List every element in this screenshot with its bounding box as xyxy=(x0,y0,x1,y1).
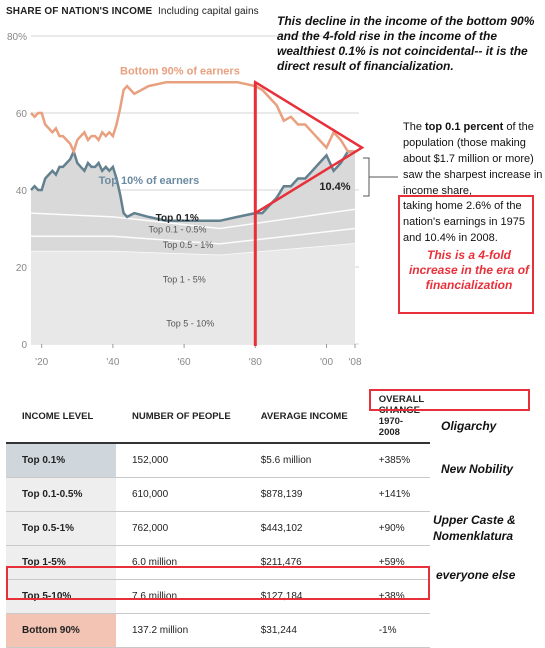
chart-subtitle: Including capital gains xyxy=(158,6,259,17)
table-row: Top 0.1-0.5% 610,000 $878,139 +141% xyxy=(6,477,430,512)
series-label: Top 10% of earners xyxy=(99,175,200,187)
cell-income-level: Top 0.5-1% xyxy=(6,511,116,546)
cell-income-level: Top 0.1% xyxy=(6,443,116,478)
header-average-income: AVERAGE INCOME xyxy=(244,394,363,444)
headline-annotation: This decline in the income of the bottom… xyxy=(277,14,535,73)
x-tick-label: '00 xyxy=(320,357,333,368)
cell-overall-change: -1% xyxy=(362,613,430,648)
cell-overall-change: +90% xyxy=(362,511,430,546)
series-label: Top 5 - 10% xyxy=(166,319,214,329)
highlight-italic-text: This is a 4-fold increase in the era of … xyxy=(408,248,530,292)
table-row: Bottom 90% 137.2 million $31,244 -1% xyxy=(6,613,430,648)
cell-income-level: Bottom 90% xyxy=(6,613,116,648)
series-label: Top 1 - 5% xyxy=(163,274,206,284)
cell-average-income: $31,244 xyxy=(244,613,363,648)
x-tick-label: '60 xyxy=(178,357,191,368)
y-tick-label: 60 xyxy=(16,109,28,120)
cell-number-of-people: 762,000 xyxy=(115,511,245,546)
side-label-upper-caste: Upper Caste & xyxy=(433,513,516,527)
top-01-note: The top 0.1 percent of the population (t… xyxy=(403,121,543,197)
y-tick-label: 0 xyxy=(21,340,27,351)
chart-title: SHARE OF NATION'S INCOME Including capit… xyxy=(6,6,259,17)
highlight-text: taking home 2.6% of the nation's earning… xyxy=(403,200,525,244)
y-tick-label: 20 xyxy=(16,263,28,274)
table-row: Top 0.1% 152,000 $5.6 million +385% xyxy=(6,443,430,478)
x-tick-label: '40 xyxy=(106,357,119,368)
top10-line xyxy=(30,148,355,223)
highlight-box xyxy=(398,195,534,314)
series-label: Top 0.5 - 1% xyxy=(163,240,214,250)
x-tick-label: '80 xyxy=(249,357,262,368)
data-label-10-4: 10.4% xyxy=(319,181,350,193)
x-tick-label: '20 xyxy=(35,357,48,368)
bottom90-line xyxy=(30,80,355,155)
income-share-chart: 0 20 40 60 80% '20 '40 '60 '80 '00 '08 Bottom 90% o… xyxy=(7,32,398,368)
side-label-oligarchy: Oligarchy xyxy=(441,419,497,433)
cell-income-level: Top 0.1-0.5% xyxy=(6,477,116,512)
series-label: Top 0.1 - 0.5% xyxy=(148,224,206,234)
cell-average-income: $5.6 million xyxy=(244,443,363,478)
highlight-triangle xyxy=(254,79,365,216)
cell-overall-change: +59% xyxy=(362,545,430,580)
series-label: Top 0.1% xyxy=(156,213,199,224)
cell-average-income: $878,139 xyxy=(244,477,363,512)
lower-bands-area xyxy=(31,243,355,344)
header-income-level: INCOME LEVEL xyxy=(6,394,116,444)
table-row: Top 1-5% 6.0 million $211,476 +59% xyxy=(6,545,430,580)
series-label: Bottom 90% of earners xyxy=(120,66,240,78)
income-table: INCOME LEVEL NUMBER OF PEOPLE AVERAGE IN… xyxy=(6,394,430,648)
cell-number-of-people: 6.0 million xyxy=(115,545,245,580)
cell-number-of-people: 610,000 xyxy=(115,477,245,512)
cell-average-income: $443,102 xyxy=(244,511,363,546)
cell-overall-change: +385% xyxy=(362,443,430,478)
band-divider xyxy=(31,227,356,245)
bottom90-row-highlight xyxy=(6,566,430,600)
y-tick-label: 80% xyxy=(7,32,27,43)
side-label-new-nobility: New Nobility xyxy=(441,462,514,476)
cell-overall-change: +141% xyxy=(362,477,430,512)
side-label-nomenklatura: Nomenklatura xyxy=(433,529,514,543)
band-divider xyxy=(30,208,356,230)
header-change-highlight xyxy=(369,389,530,411)
x-tick-label: '08 xyxy=(348,357,361,368)
side-label-everyone-else: everyone else xyxy=(436,568,516,582)
cell-income-level: Top 1-5% xyxy=(6,545,116,580)
table-row: Top 0.5-1% 762,000 $443,102 +90% xyxy=(6,511,430,546)
cell-number-of-people: 137.2 million xyxy=(115,613,245,648)
cell-number-of-people: 152,000 xyxy=(115,443,245,478)
cell-average-income: $211,476 xyxy=(244,545,363,580)
note-bracket xyxy=(363,157,370,197)
table-header-row: INCOME LEVEL NUMBER OF PEOPLE AVERAGE IN… xyxy=(6,394,430,444)
header-number-of-people: NUMBER OF PEOPLE xyxy=(115,394,245,444)
y-tick-label: 40 xyxy=(16,186,28,197)
